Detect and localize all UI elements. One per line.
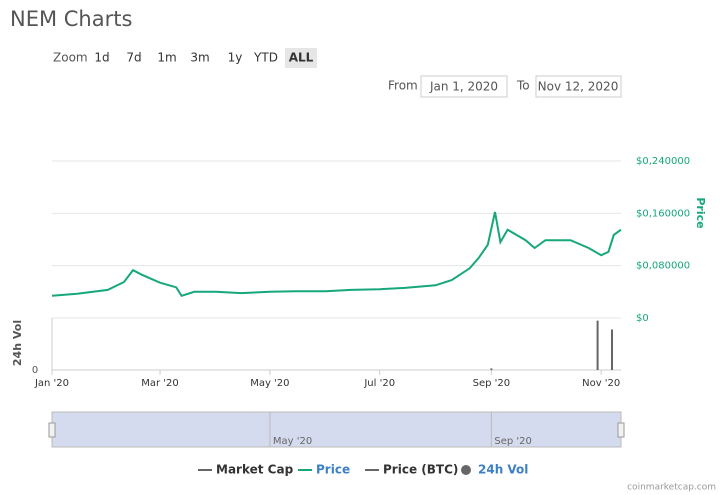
price-line (51, 211, 622, 297)
legend-swatch (461, 465, 471, 475)
from-value: Jan 1, 2020 (429, 80, 498, 94)
volume-tick-label: 0 (32, 365, 38, 376)
y-tick-label: $0,240000 (636, 156, 690, 167)
to-input[interactable] (535, 75, 622, 98)
y-axis-title: Price (694, 197, 707, 228)
legend-label[interactable]: Price (BTC) (383, 463, 458, 477)
credit: coinmarketcap.com (627, 483, 716, 493)
x-tick-label: May '20 (250, 378, 289, 389)
volume-axis-title: 24h Vol (11, 320, 24, 366)
x-tick-label: Mar '20 (141, 378, 179, 389)
to-label: To (516, 79, 530, 93)
title: NEM Charts (10, 7, 132, 31)
x-tick-label: Jan '20 (34, 378, 69, 389)
x-tick-label: Sep '20 (473, 378, 511, 389)
legend-label[interactable]: 24h Vol (478, 463, 528, 477)
volume-bar (596, 320, 599, 370)
zoom-label: Zoom (53, 51, 88, 65)
zoom-button[interactable]: 1d (94, 51, 109, 65)
navigator-label: May '20 (273, 436, 312, 447)
to-value: Nov 12, 2020 (538, 80, 619, 94)
zoom-button-bg (285, 48, 317, 68)
navigator-label: Sep '20 (494, 436, 532, 447)
from-label: From (388, 79, 418, 93)
y-tick-label: $0,160000 (636, 208, 690, 219)
x-tick-label: Nov '20 (582, 378, 620, 389)
navigator[interactable] (51, 411, 622, 448)
legend-label[interactable]: Price (316, 463, 350, 477)
navigator-handle[interactable] (48, 422, 56, 438)
zoom-button[interactable]: 1y (228, 51, 243, 65)
zoom-button[interactable]: 1m (157, 51, 176, 65)
zoom-button[interactable]: 7d (126, 51, 141, 65)
zoom-button[interactable]: 3m (190, 51, 209, 65)
volume-bar (610, 329, 613, 370)
navigator-handle[interactable] (617, 422, 625, 438)
zoom-button[interactable]: ALL (289, 51, 314, 65)
y-tick-label: $0 (636, 313, 649, 324)
y-tick-label: $0,080000 (636, 261, 690, 272)
x-tick-label: Jul '20 (363, 378, 395, 389)
from-input[interactable] (420, 75, 508, 98)
volume-bar (490, 368, 493, 370)
legend-label[interactable]: Market Cap (216, 463, 294, 477)
zoom-button[interactable]: YTD (253, 51, 278, 65)
